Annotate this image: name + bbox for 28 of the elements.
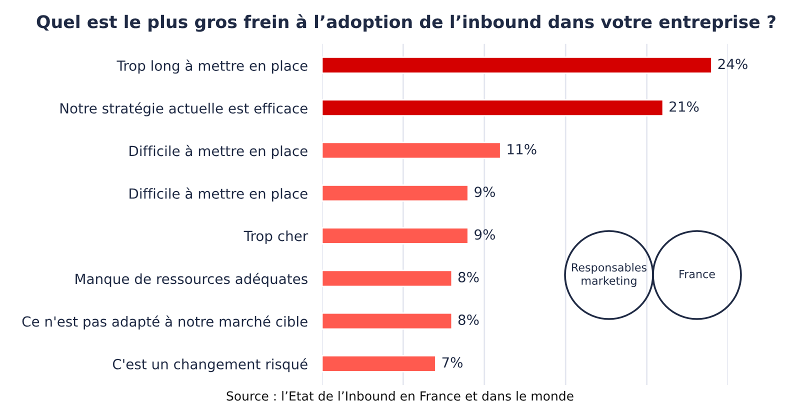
- source-note: Source : l’Etat de l’Inbound en France et dans le monde: [226, 391, 574, 401]
- data-label: 24%: [718, 58, 748, 70]
- annotation: France: [680, 270, 715, 278]
- y-tick-label: C'est un changement risqué: [112, 358, 308, 372]
- bar: [322, 142, 502, 160]
- bar: [322, 270, 453, 288]
- annotation: Responsables marketing: [572, 262, 647, 288]
- data-label: 11%: [508, 144, 536, 155]
- data-label: 9%: [474, 186, 495, 198]
- y-tick-label: Trop cher: [244, 230, 308, 244]
- y-tick-label: Difficile à mettre en place: [130, 188, 308, 202]
- bar: [322, 227, 469, 244]
- y-tick-label: Difficile à mettre en place: [130, 144, 308, 159]
- y-tick-label: Notre stratégie actuelle est efficace: [60, 102, 308, 116]
- y-tick-label: Manque de ressources adéquates: [76, 272, 308, 287]
- y-tick-label: Ce n'est pas adapté à notre marché cible: [22, 315, 308, 330]
- data-label: 8%: [458, 272, 479, 282]
- bar: [322, 184, 469, 202]
- y-tick-label: Trop long à mettre en place: [116, 60, 308, 74]
- chart-title: Quel est le plus gros frein à l’adoption de l’inbound dans votre entreprise ?: [36, 14, 776, 32]
- data-label: 9%: [474, 229, 495, 240]
- data-label: 21%: [670, 101, 699, 112]
- bar: [322, 354, 436, 372]
- bar: [322, 312, 453, 330]
- bar: [322, 99, 664, 117]
- data-label: 8%: [458, 314, 479, 326]
- data-label: 7%: [442, 357, 463, 368]
- bar: [322, 56, 712, 74]
